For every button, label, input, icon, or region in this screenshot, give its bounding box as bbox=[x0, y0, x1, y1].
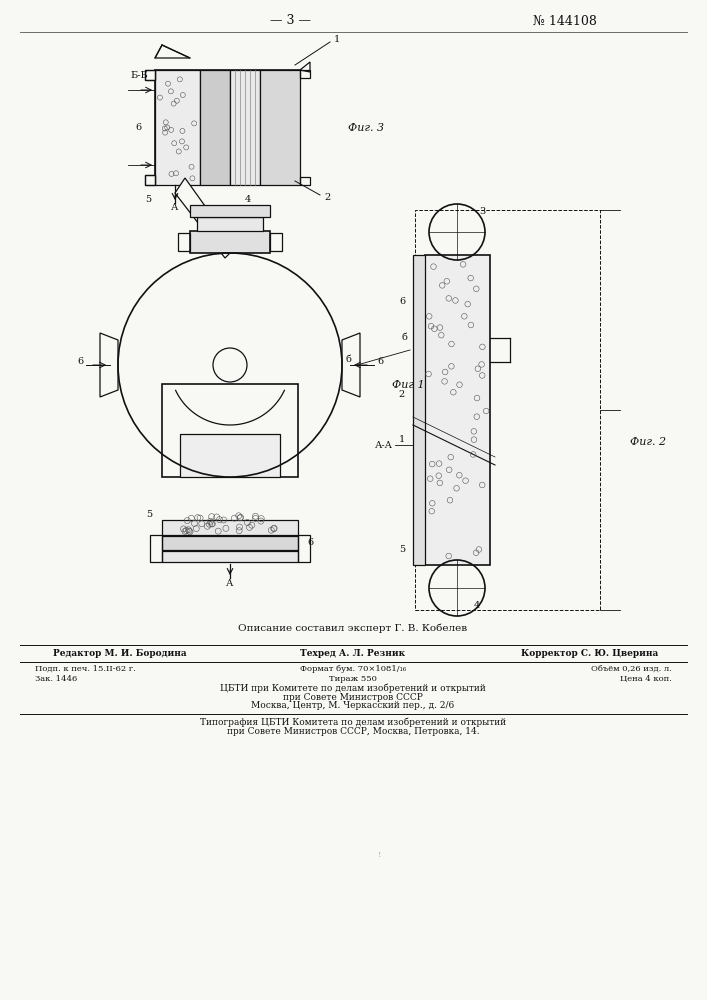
Bar bbox=[197, 217, 263, 231]
Bar bbox=[155, 70, 200, 185]
Bar bbox=[145, 70, 155, 80]
Bar bbox=[300, 177, 310, 185]
Bar bbox=[415, 210, 600, 610]
Bar bbox=[162, 520, 298, 535]
Bar bbox=[190, 205, 270, 217]
Text: А-А: А-А bbox=[375, 440, 393, 450]
Bar bbox=[270, 233, 282, 251]
Bar bbox=[425, 255, 490, 565]
Text: 3: 3 bbox=[479, 208, 485, 217]
Polygon shape bbox=[145, 175, 155, 185]
Text: Б-Б: Б-Б bbox=[130, 70, 148, 80]
Text: 6: 6 bbox=[136, 123, 142, 132]
Text: А: А bbox=[226, 580, 234, 588]
Bar bbox=[298, 535, 310, 562]
Text: Фиг. 3: Фиг. 3 bbox=[348, 123, 384, 133]
Text: Редактор М. И. Бородина: Редактор М. И. Бородина bbox=[53, 650, 187, 658]
Text: Описание составил эксперт Г. В. Кобелев: Описание составил эксперт Г. В. Кобелев bbox=[238, 623, 467, 633]
Text: Техред А. Л. Резник: Техред А. Л. Резник bbox=[300, 650, 406, 658]
Bar bbox=[413, 255, 425, 565]
Text: Цена 4 коп.: Цена 4 коп. bbox=[620, 675, 672, 683]
Text: 5: 5 bbox=[146, 510, 152, 519]
Polygon shape bbox=[155, 45, 190, 58]
Text: № 144108: № 144108 bbox=[533, 14, 597, 27]
Bar bbox=[178, 233, 190, 251]
Text: 1: 1 bbox=[399, 436, 405, 444]
Text: 4: 4 bbox=[474, 601, 480, 610]
Text: Типография ЦБТИ Комитета по делам изобретений и открытий: Типография ЦБТИ Комитета по делам изобре… bbox=[200, 717, 506, 727]
Text: 5: 5 bbox=[399, 546, 405, 554]
Text: 6: 6 bbox=[77, 357, 83, 365]
Polygon shape bbox=[145, 70, 155, 80]
Text: !: ! bbox=[378, 851, 382, 859]
Bar bbox=[260, 70, 300, 185]
Bar bbox=[155, 70, 300, 185]
Bar bbox=[200, 70, 230, 185]
Text: Тираж 550: Тираж 550 bbox=[329, 675, 377, 683]
Text: Зак. 1446: Зак. 1446 bbox=[35, 675, 77, 683]
Text: б: б bbox=[401, 334, 407, 342]
Bar bbox=[162, 384, 298, 477]
Text: 5: 5 bbox=[145, 194, 151, 204]
Text: 6: 6 bbox=[307, 538, 313, 547]
Polygon shape bbox=[175, 178, 235, 258]
Text: А: А bbox=[171, 202, 179, 212]
Text: Объём 0,26 изд. л.: Объём 0,26 изд. л. bbox=[591, 665, 672, 673]
Text: 4: 4 bbox=[245, 194, 251, 204]
Text: б: б bbox=[345, 355, 351, 363]
Polygon shape bbox=[300, 62, 310, 72]
Text: 2: 2 bbox=[324, 192, 330, 202]
Text: при Совете Министров СССР: при Совете Министров СССР bbox=[283, 692, 423, 702]
Bar bbox=[190, 231, 270, 253]
Bar bbox=[162, 536, 298, 550]
Text: Фиг 1: Фиг 1 bbox=[392, 380, 425, 390]
Text: 1: 1 bbox=[334, 35, 340, 44]
Bar bbox=[150, 535, 162, 562]
Text: Подп. к печ. 15.II-62 г.: Подп. к печ. 15.II-62 г. bbox=[35, 665, 136, 673]
Bar bbox=[162, 551, 298, 562]
Bar bbox=[230, 70, 260, 185]
Text: при Совете Министров СССР, Москва, Петровка, 14.: при Совете Министров СССР, Москва, Петро… bbox=[227, 726, 479, 736]
Text: 2: 2 bbox=[399, 390, 405, 399]
Bar bbox=[180, 434, 280, 477]
Text: 6: 6 bbox=[377, 357, 383, 365]
Text: Корректор С. Ю. Цверина: Корректор С. Ю. Цверина bbox=[521, 650, 659, 658]
Text: Формат бум. 70×1081/₁₆: Формат бум. 70×1081/₁₆ bbox=[300, 665, 406, 673]
Text: ЦБТИ при Комитете по делам изобретений и открытий: ЦБТИ при Комитете по делам изобретений и… bbox=[220, 683, 486, 693]
Bar bbox=[300, 70, 310, 78]
Text: Фиг. 2: Фиг. 2 bbox=[630, 437, 666, 447]
Text: — 3 —: — 3 — bbox=[269, 14, 310, 27]
Text: Москва, Центр, М. Черкасский пер., д. 2/6: Москва, Центр, М. Черкасский пер., д. 2/… bbox=[252, 702, 455, 710]
Text: 6: 6 bbox=[399, 297, 405, 306]
Bar bbox=[145, 175, 155, 185]
